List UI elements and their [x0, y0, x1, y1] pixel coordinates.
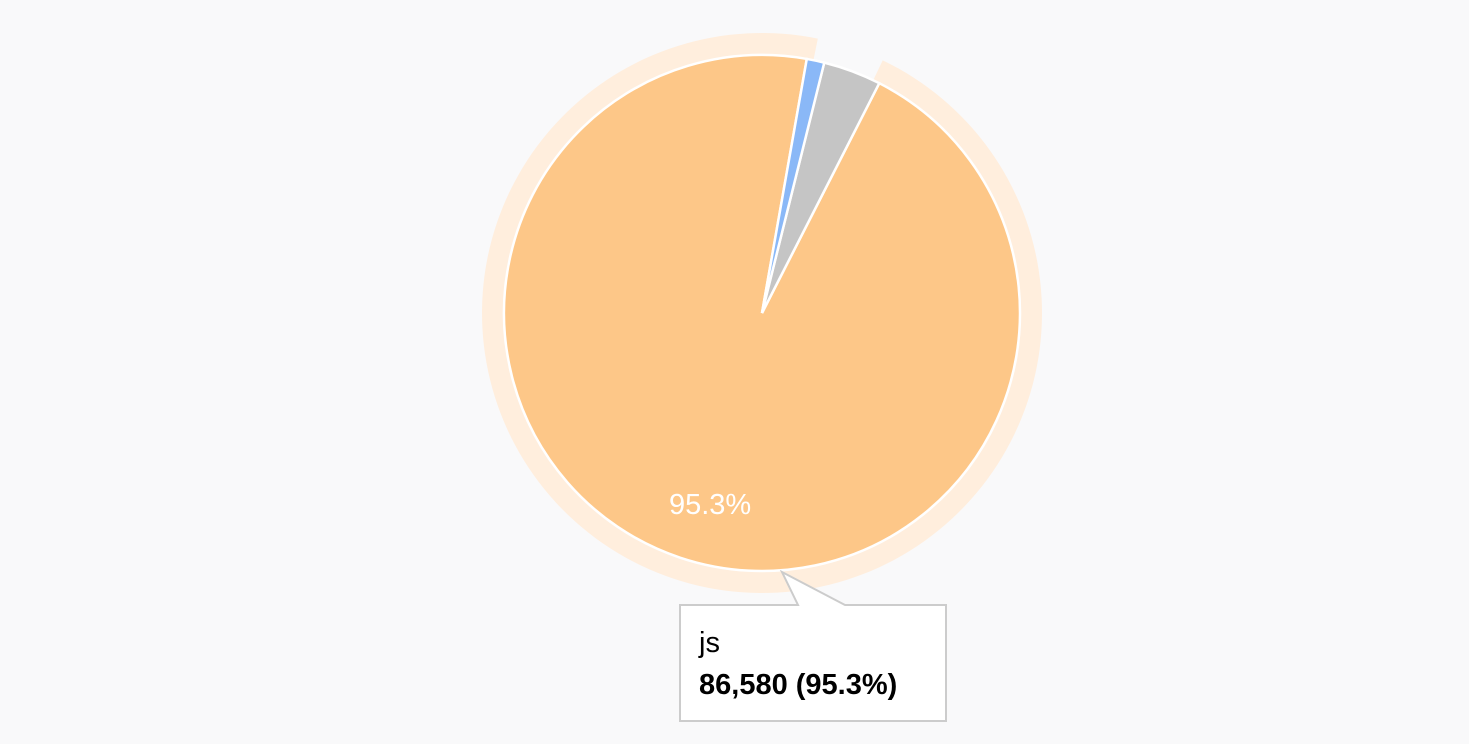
tooltip-box [679, 569, 947, 722]
pie-slice-2[interactable] [760, 57, 826, 314]
slice-label-layer: 95.3% [669, 489, 751, 521]
tooltip: js 86,580 (95.3%) [679, 569, 947, 722]
slice-percent-label: 95.3% [669, 489, 751, 521]
tooltip-category: js [698, 627, 720, 659]
slice-layer [502, 53, 1022, 573]
tooltip-value: 86,580 (95.3%) [699, 669, 897, 701]
